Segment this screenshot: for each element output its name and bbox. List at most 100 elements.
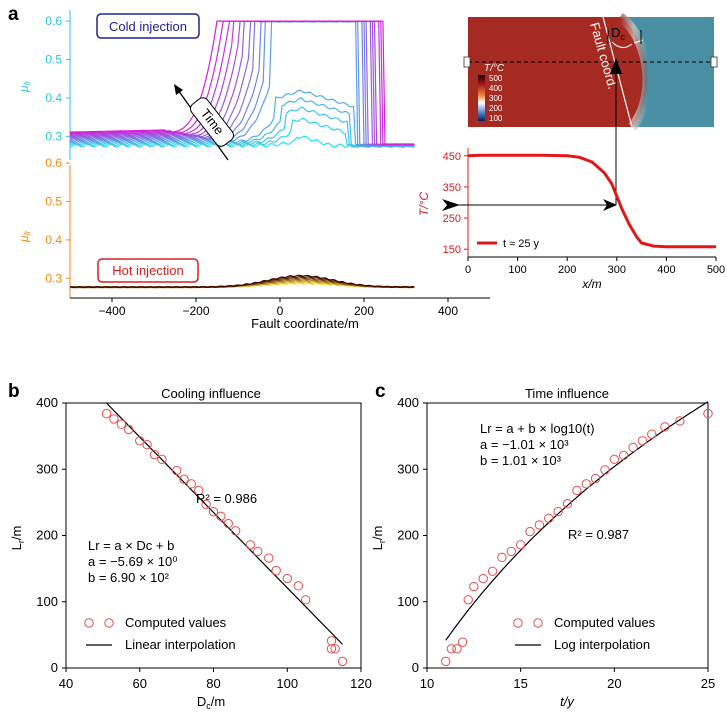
cooling-point-28 bbox=[337, 656, 348, 667]
pc-ylabel: Lr/m bbox=[370, 526, 387, 551]
cooling-point-4 bbox=[123, 424, 134, 435]
cooling-point-6 bbox=[142, 440, 152, 450]
pi-legend-label: t ≈ 25 y bbox=[503, 238, 539, 250]
pc-x-tick-label-1: 15 bbox=[513, 676, 527, 691]
pc-y-tick-label-1: 100 bbox=[397, 594, 419, 609]
time-point-9 bbox=[497, 552, 507, 563]
pa-x-tick-label-4: 400 bbox=[438, 304, 458, 318]
cooling-point-15 bbox=[216, 511, 226, 521]
pa-cold-tick-label-3: 0.6 bbox=[45, 14, 62, 28]
pi-y-tick-label-1: 250 bbox=[443, 213, 461, 225]
hot-series-8 bbox=[69, 274, 415, 289]
cold-series-16 bbox=[69, 20, 415, 145]
cooling-point-5 bbox=[135, 436, 145, 446]
cold-series-2 bbox=[69, 117, 415, 148]
panel-label-b: b bbox=[8, 381, 20, 402]
panel-label-c: c bbox=[375, 381, 386, 402]
time-point-7 bbox=[478, 573, 488, 584]
cooling-point-14 bbox=[208, 506, 219, 517]
cooling-point-19 bbox=[253, 546, 263, 557]
pb-y-tick-label-4: 400 bbox=[36, 395, 58, 410]
cooling-point-27 bbox=[330, 644, 340, 654]
time-point-14 bbox=[544, 513, 554, 523]
pc-legend-marker-2 bbox=[533, 618, 543, 628]
time-arrow-head bbox=[174, 84, 183, 95]
cooling-point-20 bbox=[264, 553, 274, 563]
cooling-point-10 bbox=[179, 474, 189, 484]
pb-legend-points: Computed values bbox=[125, 615, 227, 630]
time-point-21 bbox=[609, 454, 620, 465]
pi-x-tick-label-3: 300 bbox=[608, 264, 626, 276]
cooling-point-21 bbox=[271, 565, 281, 576]
map-right-port bbox=[710, 56, 718, 68]
pa-hot-tick-label-3: 0.6 bbox=[45, 156, 62, 170]
cooling-point-25 bbox=[326, 636, 337, 646]
cooling-point-2 bbox=[109, 414, 119, 424]
pb-eq3: b = 6.90 × 10² bbox=[88, 570, 170, 585]
map-front bbox=[616, 12, 653, 131]
cooling-point-23 bbox=[293, 581, 304, 591]
time-point-8 bbox=[487, 566, 498, 576]
pb-ylabel: Lr/m bbox=[9, 526, 26, 551]
time-point-15 bbox=[553, 506, 563, 517]
time-point-26 bbox=[660, 422, 670, 432]
time-point-27 bbox=[675, 416, 685, 426]
time-point-10 bbox=[506, 546, 516, 557]
cooling-point-24 bbox=[300, 595, 311, 605]
pi-x-tick-label-5: 500 bbox=[707, 264, 725, 276]
cooling-point-26 bbox=[326, 644, 337, 654]
pb-y-tick-label-3: 300 bbox=[36, 461, 58, 476]
pi-ylabel: T/°C bbox=[417, 192, 431, 216]
time-point-2 bbox=[446, 644, 457, 654]
time-point-28 bbox=[703, 408, 713, 419]
pc-x-tick-label-0: 10 bbox=[420, 676, 434, 691]
pi-guide-arrow-right bbox=[603, 199, 617, 211]
pi-y-tick-label-3: 450 bbox=[443, 151, 461, 163]
time-point-24 bbox=[637, 436, 648, 446]
pi-y-ticks: 150 250 350 450 bbox=[443, 151, 468, 256]
linear-fit-line bbox=[106, 402, 343, 645]
time-point-19 bbox=[590, 473, 601, 484]
dc-arc bbox=[611, 41, 633, 48]
pb-r2: R² = 0.986 bbox=[196, 491, 257, 506]
pc-legend-points: Computed values bbox=[554, 615, 656, 630]
time-point-18 bbox=[581, 479, 591, 489]
pb-eq1: Lr = a × Dc + b bbox=[88, 538, 174, 553]
pb-x-tick-label-1: 60 bbox=[133, 676, 147, 691]
cooling-point-7 bbox=[149, 449, 160, 460]
cold-injection-label: Cold injection bbox=[109, 19, 187, 34]
pi-x-ticks: 0 100 200 300 400 500 bbox=[465, 257, 725, 276]
cooling-point-18 bbox=[245, 540, 256, 550]
pa-hot-ticks: 0.3 0.4 0.5 0.6 bbox=[45, 156, 70, 285]
pb-x-ticks: 40 60 80 100 120 bbox=[59, 668, 372, 691]
pb-x-tick-label-0: 40 bbox=[59, 676, 73, 691]
cold-injection-box bbox=[96, 13, 200, 39]
time-point-17 bbox=[572, 485, 582, 496]
pb-y-ticks: 0 100 200 300 400 bbox=[36, 395, 66, 675]
pb-title: Cooling influence bbox=[161, 386, 261, 401]
pb-legend-line: Linear interpolation bbox=[125, 637, 236, 652]
time-point-20 bbox=[600, 465, 610, 475]
time-point-22 bbox=[619, 450, 629, 461]
pi-x-tick-label-4: 400 bbox=[657, 264, 675, 276]
colorbar bbox=[478, 75, 485, 121]
pb-y-tick-label-1: 100 bbox=[36, 594, 58, 609]
pb-legend-marker-2 bbox=[104, 618, 114, 628]
time-point-16 bbox=[562, 499, 573, 509]
time-point-12 bbox=[525, 526, 535, 537]
pa-x-tick-label-2: 0 bbox=[277, 304, 284, 318]
cooling-point-11 bbox=[186, 479, 197, 489]
pc-eq1: Lr = a + b × log10(t) bbox=[480, 421, 595, 436]
pa-hot-tick-label-1: 0.4 bbox=[45, 233, 62, 247]
pc-x-tick-label-2: 20 bbox=[607, 676, 621, 691]
pi-guide-arrow-left bbox=[442, 199, 460, 211]
time-point-3 bbox=[452, 644, 462, 654]
pa-cold-tick-label-0: 0.3 bbox=[45, 129, 62, 143]
cooling-point-22 bbox=[282, 573, 292, 584]
hot-friction-series bbox=[69, 274, 415, 289]
map-left-port bbox=[463, 56, 471, 68]
friction-plot: 0.3 0.4 0.5 0.6 0.3 0.4 0.5 0.6 −400 −200 0 200 40… bbox=[17, 10, 490, 331]
pc-y-ticks: 0 100 200 300 400 bbox=[397, 395, 427, 675]
pc-y-tick-label-0: 0 bbox=[412, 660, 419, 675]
